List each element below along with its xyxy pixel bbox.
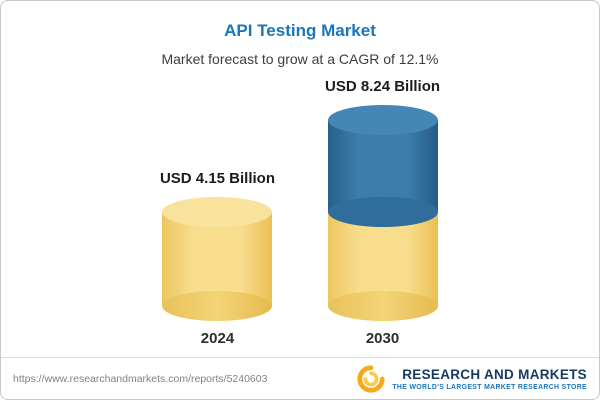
- report-url: https://www.researchandmarkets.com/repor…: [13, 372, 268, 385]
- category-label-2030: 2030: [365, 330, 400, 347]
- chart-subtitle: Market forecast to grow at a CAGR of 12.…: [161, 51, 439, 67]
- research-and-markets-logo: RESEARCH AND MARKETS THE WORLD'S LARGEST…: [356, 364, 587, 394]
- footer: https://www.researchandmarkets.com/repor…: [1, 357, 599, 399]
- logo-tagline: THE WORLD'S LARGEST MARKET RESEARCH STOR…: [392, 383, 587, 391]
- bar-group-2030: USD 8.24 Billion 2030: [325, 78, 440, 347]
- logo-globe-icon: [357, 364, 385, 393]
- value-label-2030: USD 8.24 Billion: [325, 78, 441, 95]
- cylinder-2030-blue: [327, 105, 438, 227]
- logo-name: RESEARCH AND MARKETS: [402, 366, 587, 382]
- logo-text: RESEARCH AND MARKETS THE WORLD'S LARGEST…: [392, 367, 587, 391]
- chart-header: API Testing Market Market forecast to gr…: [1, 1, 599, 67]
- bar-group-2024: USD 4.15 Billion 2024: [160, 170, 275, 347]
- value-label-2024: USD 4.15 Billion: [159, 170, 275, 187]
- chart-plot-area: USD 4.15 Billion 2024 USD 8.24 Billion 2…: [1, 67, 599, 357]
- cylinder-2030-yellow: [327, 212, 438, 321]
- cylinder-2024-body: [162, 197, 273, 321]
- cylinder-2030: [327, 105, 438, 321]
- category-label-2024: 2024: [200, 330, 235, 347]
- chart-title: API Testing Market: [224, 21, 376, 40]
- cylinder-2024: [162, 197, 273, 321]
